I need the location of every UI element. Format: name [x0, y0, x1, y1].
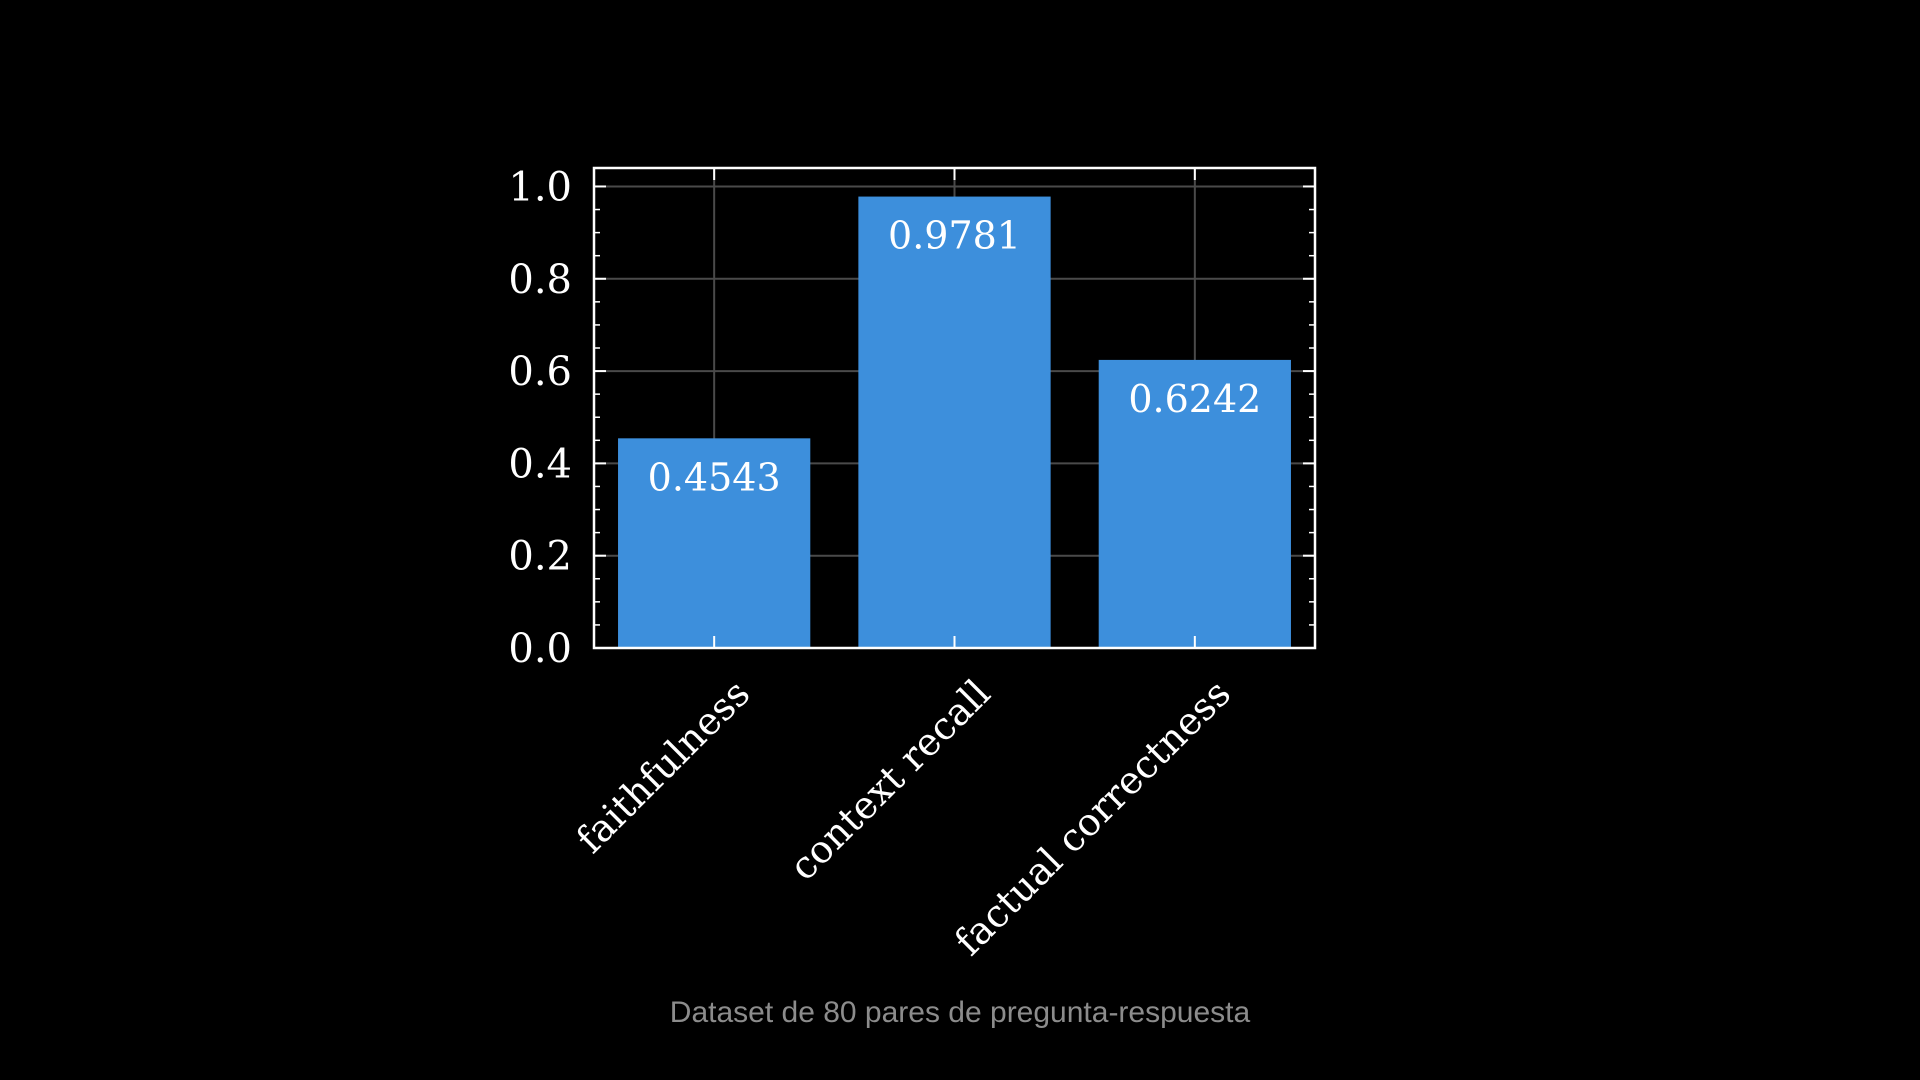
caption: Dataset de 80 pares de pregunta-respuest… — [669, 996, 1251, 1029]
x-tick-label: faithfulness — [568, 671, 758, 861]
y-tick-label: 0.2 — [508, 534, 572, 580]
bars — [618, 196, 1291, 649]
bar-factual-correctness — [1098, 359, 1291, 648]
y-tick-labels: 0.0 0.2 0.4 0.6 0.8 1.0 — [508, 164, 572, 672]
value-label: 0.6242 — [1128, 377, 1261, 421]
bar-faithfulness — [618, 438, 811, 648]
value-label: 0.9781 — [888, 214, 1021, 258]
y-tick-label: 0.6 — [508, 349, 572, 395]
y-tick-label: 0.0 — [508, 626, 572, 672]
y-tick-label: 1.0 — [508, 164, 572, 210]
bar-context-recall — [858, 196, 1051, 649]
value-label: 0.4543 — [648, 455, 781, 499]
tick-marks — [594, 168, 1315, 649]
y-tick-label: 0.8 — [508, 257, 572, 303]
value-labels: 0.4543 0.9781 0.6242 — [648, 214, 1262, 500]
x-tick-label: context recall — [781, 671, 999, 889]
x-tick-label: factual correctness — [946, 671, 1239, 964]
y-tick-label: 0.4 — [508, 441, 572, 487]
